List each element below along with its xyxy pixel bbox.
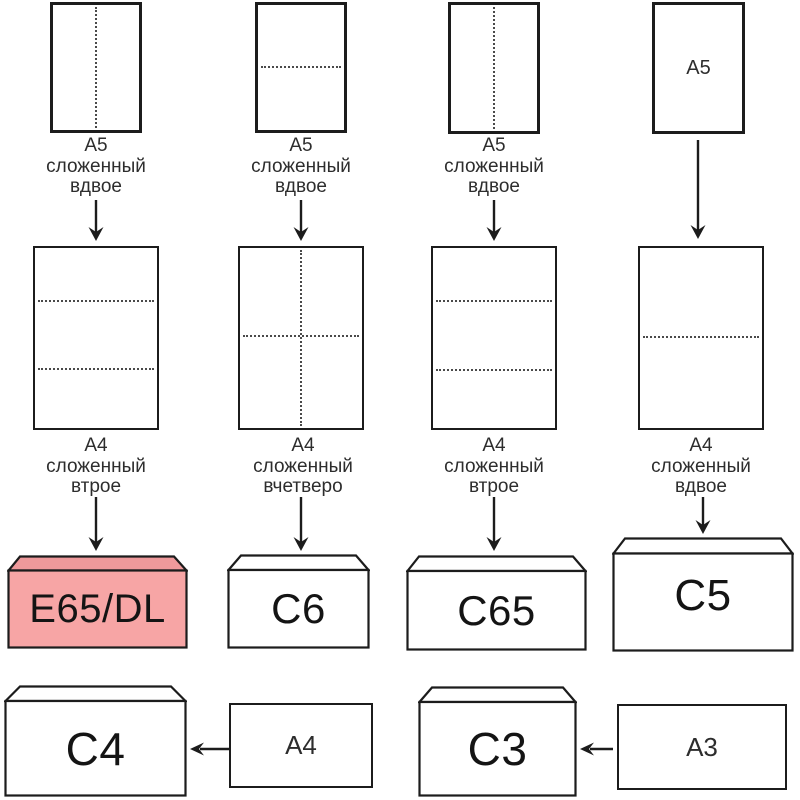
- caption-a4-col2: A4 сложенный вчетверо: [253, 435, 353, 497]
- a3-sheet-label: A3: [686, 731, 718, 762]
- envelope-e65-dl: E65/DL: [7, 555, 188, 649]
- a5-sheet-fold-vertical-2: [448, 2, 540, 134]
- fold-line-horizontal: [38, 300, 154, 302]
- envelope-flap: [406, 555, 587, 573]
- caption-a4-col4: A4 сложенный вдвое: [651, 435, 751, 497]
- envelope-c6: C6: [227, 554, 370, 649]
- arrow-down-icon: [690, 140, 706, 239]
- a4-sheet-fold-quarters: [238, 246, 364, 430]
- envelope-c4: C4: [4, 685, 187, 797]
- caption-a4-col1: A4 сложенный втрое: [46, 435, 146, 497]
- envelope-c65: C65: [406, 555, 587, 651]
- envelope-shape: [4, 685, 187, 797]
- envelope-label: E65/DL: [29, 587, 166, 631]
- envelope-body: [4, 699, 187, 797]
- fold-line-horizontal: [243, 335, 359, 337]
- a4-sheet-label: A4: [285, 730, 317, 760]
- a3-sheet-landscape: A3: [617, 704, 787, 790]
- envelope-shape: [227, 554, 370, 649]
- envelope-flap: [227, 554, 370, 572]
- arrow-left-icon: [580, 742, 613, 756]
- fold-line-horizontal: [38, 368, 154, 370]
- a4-sheet-fold-thirds-2: [431, 246, 557, 430]
- envelope-label: C6: [271, 585, 326, 632]
- arrow-left-icon: [190, 742, 229, 756]
- envelope-label: C5: [674, 571, 732, 620]
- fold-line-horizontal: [436, 369, 552, 371]
- envelope-label: C4: [65, 722, 126, 775]
- envelope-flap: [418, 686, 577, 704]
- a5-sheet-fold-vertical-1: [50, 2, 142, 133]
- envelope-label: C65: [457, 586, 536, 634]
- a4-sheet-fold-half: [638, 246, 764, 430]
- a4-sheet-fold-thirds-1: [33, 246, 159, 430]
- arrow-down-icon: [695, 497, 711, 534]
- arrow-down-icon: [293, 200, 309, 241]
- envelope-body: [612, 552, 794, 652]
- a5-sheet-plain: A5: [652, 2, 745, 134]
- arrow-down-icon: [293, 497, 309, 551]
- fold-line-horizontal: [643, 336, 759, 338]
- caption-a5-col3: A5 сложенный вдвое: [444, 135, 544, 197]
- caption-a5-col1: A5 сложенный вдвое: [46, 135, 146, 197]
- envelope-c3: C3: [418, 686, 577, 797]
- fold-line-vertical: [493, 7, 495, 129]
- envelope-flap: [7, 555, 188, 572]
- a4-sheet-landscape: A4: [229, 703, 373, 788]
- envelope-shape: [406, 555, 587, 651]
- envelope-shape: [418, 686, 577, 797]
- envelope-body: [418, 700, 577, 797]
- fold-line-horizontal: [436, 300, 552, 302]
- a5-sheet-label: A5: [686, 56, 711, 79]
- fold-line-horizontal: [261, 66, 341, 68]
- caption-a5-col2: A5 сложенный вдвое: [251, 135, 351, 197]
- caption-a4-col3: A4 сложенный втрое: [444, 435, 544, 497]
- fold-line-vertical: [95, 7, 97, 128]
- a5-sheet-fold-horizontal: [255, 2, 347, 133]
- arrow-down-icon: [486, 200, 502, 241]
- envelope-shape: [7, 555, 188, 649]
- arrow-down-icon: [486, 497, 502, 551]
- envelope-shape: [612, 537, 794, 652]
- fold-line-vertical: [300, 250, 302, 426]
- envelope-label: C3: [467, 723, 528, 775]
- envelope-flap: [4, 685, 187, 703]
- envelope-body: [227, 568, 370, 649]
- arrow-down-icon: [88, 200, 104, 241]
- envelope-body: [406, 569, 587, 651]
- envelope-c5: C5: [612, 537, 794, 652]
- envelope-body: [7, 569, 188, 649]
- arrow-down-icon: [88, 497, 104, 551]
